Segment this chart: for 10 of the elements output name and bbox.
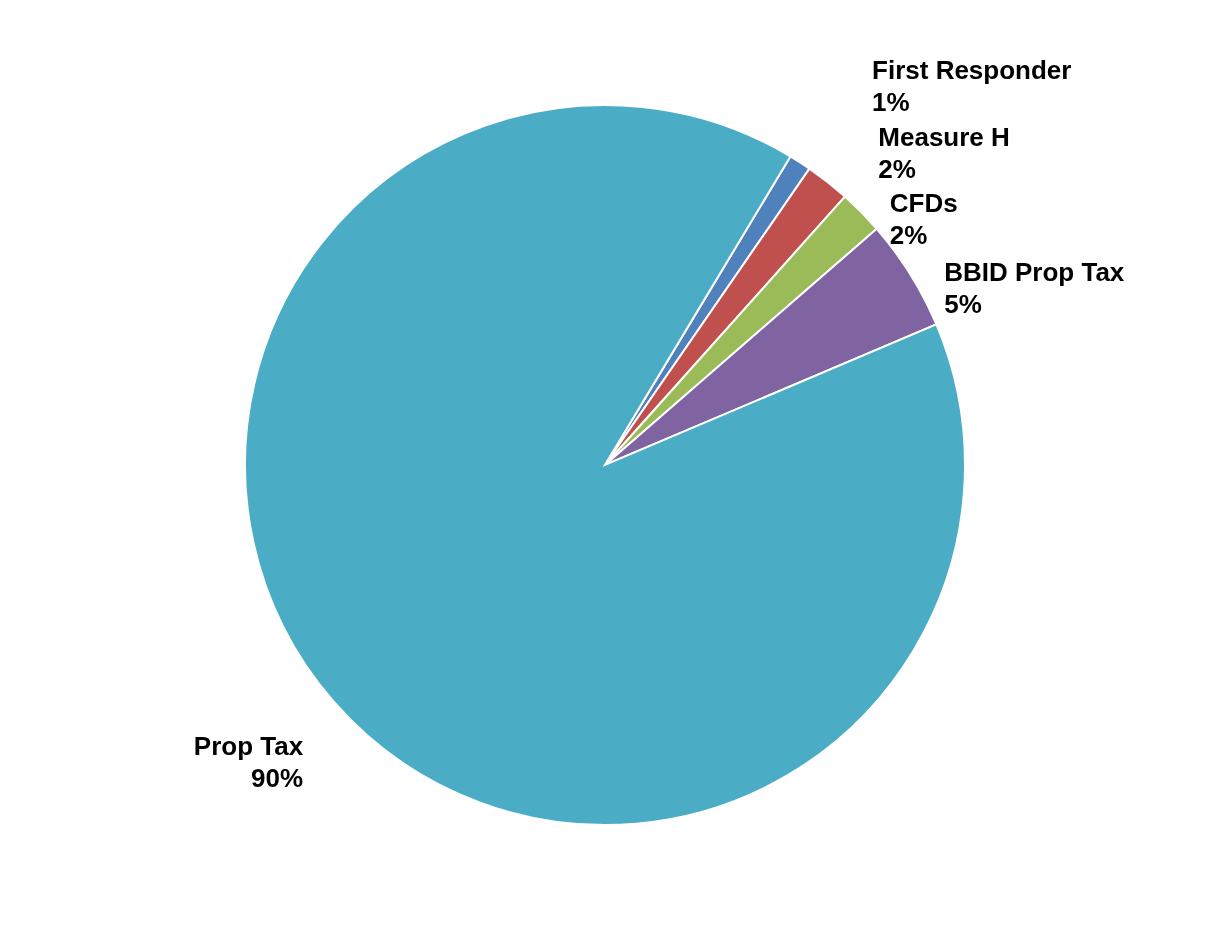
- slice-label: CFDs: [889, 188, 958, 219]
- slice-label: BBID Prop Tax: [944, 257, 1125, 288]
- data-label: 5%: [944, 289, 982, 320]
- data-label: 2%: [889, 220, 928, 251]
- data-label: 2%: [878, 153, 916, 184]
- data-label: 1%: [872, 86, 910, 117]
- slice-label: First Responder: [872, 54, 1072, 85]
- slice-label: Prop Tax: [193, 731, 304, 762]
- data-label: 90%: [251, 763, 304, 794]
- slice-label: Measure H: [878, 121, 1010, 152]
